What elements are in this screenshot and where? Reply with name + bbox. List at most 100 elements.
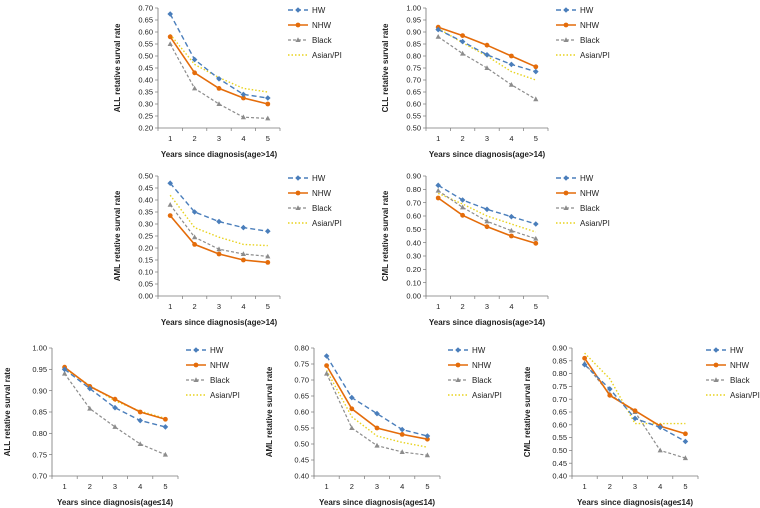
x-tick-label: 1 bbox=[63, 482, 67, 491]
data-point-hw bbox=[484, 52, 490, 58]
data-point-nhw bbox=[484, 42, 490, 48]
y-axis-title: CML retative surval rate bbox=[381, 190, 390, 281]
y-axis-title: AML retative surval rate bbox=[265, 366, 274, 457]
legend-label: Asian/PI bbox=[210, 391, 240, 400]
y-tick-label: 0.70 bbox=[294, 376, 309, 385]
data-point-hw bbox=[162, 424, 169, 430]
y-tick-label: 0.25 bbox=[138, 232, 153, 241]
legend-marker bbox=[455, 362, 461, 368]
y-tick-label: 0.45 bbox=[294, 456, 309, 465]
data-point-hw bbox=[657, 424, 663, 431]
legend-marker bbox=[563, 175, 569, 181]
x-tick-label: 4 bbox=[658, 482, 662, 491]
legend-label: Black bbox=[472, 376, 493, 385]
series-line-hw bbox=[437, 28, 536, 73]
x-tick-label: 3 bbox=[485, 134, 489, 143]
legend-label: NHW bbox=[472, 361, 492, 370]
data-point-black bbox=[399, 449, 405, 454]
data-point-hw bbox=[632, 415, 638, 422]
legend-marker bbox=[295, 190, 301, 196]
y-tick-label: 0.95 bbox=[406, 16, 421, 25]
y-tick-label: 0.20 bbox=[406, 265, 421, 274]
data-point-black bbox=[435, 34, 441, 39]
y-tick-label: 0.80 bbox=[32, 429, 47, 438]
data-point-nhw bbox=[241, 95, 246, 101]
data-point-nhw bbox=[265, 101, 271, 107]
data-point-black bbox=[137, 441, 143, 446]
data-point-nhw bbox=[192, 242, 197, 247]
data-point-nhw bbox=[167, 34, 173, 40]
x-tick-label: 1 bbox=[436, 134, 440, 143]
data-point-nhw bbox=[533, 240, 539, 246]
data-point-hw bbox=[167, 11, 173, 17]
data-point-hw bbox=[508, 213, 515, 220]
x-tick-label: 5 bbox=[266, 134, 270, 143]
legend-label: NHW bbox=[730, 361, 750, 370]
y-tick-label: 0.50 bbox=[406, 124, 421, 133]
y-tick-label: 0.50 bbox=[138, 172, 153, 181]
y-tick-label: 0.80 bbox=[294, 344, 309, 353]
x-tick-label: 3 bbox=[217, 302, 221, 311]
data-point-black bbox=[657, 447, 663, 453]
y-tick-label: 0.75 bbox=[406, 64, 421, 73]
data-point-nhw bbox=[265, 260, 271, 265]
x-tick-label: 5 bbox=[266, 302, 270, 311]
x-tick-label: 3 bbox=[375, 482, 379, 491]
x-tick-label: 1 bbox=[436, 302, 440, 311]
data-point-nhw bbox=[374, 425, 380, 431]
legend-marker bbox=[455, 377, 461, 382]
y-tick-label: 0.65 bbox=[138, 16, 153, 25]
data-point-hw bbox=[607, 386, 613, 392]
x-tick-label: 4 bbox=[138, 482, 142, 491]
x-tick-label: 2 bbox=[88, 482, 92, 491]
series-line-asianpi bbox=[64, 367, 166, 420]
data-point-nhw bbox=[163, 416, 168, 422]
data-point-hw bbox=[459, 38, 466, 45]
legend-label: NHW bbox=[580, 189, 600, 198]
y-tick-label: 0.70 bbox=[32, 472, 47, 481]
x-axis-title: Years since diagnosis(age≤14) bbox=[577, 498, 693, 507]
y-tick-label: 0.70 bbox=[406, 198, 421, 207]
x-tick-label: 3 bbox=[485, 302, 489, 311]
chart-cll-adult: 0.50 0.55 0.60 0.65 0.70 0.75 0.80 0.85 0.90 0.95… bbox=[381, 4, 610, 159]
data-point-nhw bbox=[509, 53, 514, 59]
data-point-black bbox=[216, 246, 222, 252]
x-axis-title: Years since diagnosis(age>14) bbox=[429, 318, 546, 327]
y-tick-label: 0.50 bbox=[138, 52, 153, 61]
y-tick-label: 0.90 bbox=[406, 28, 421, 37]
data-point-black bbox=[167, 41, 173, 46]
x-axis-title: Years since diagnosis(age>14) bbox=[161, 150, 278, 159]
y-tick-label: 0.80 bbox=[406, 52, 421, 61]
legend-marker bbox=[563, 205, 569, 210]
legend-label: Black bbox=[580, 204, 601, 213]
x-tick-label: 2 bbox=[350, 482, 354, 491]
data-point-nhw bbox=[324, 363, 329, 368]
data-point-hw bbox=[533, 68, 539, 75]
y-tick-label: 0.60 bbox=[406, 212, 421, 221]
y-tick-label: 0.35 bbox=[138, 88, 153, 97]
x-tick-label: 1 bbox=[168, 302, 172, 311]
y-tick-label: 0.40 bbox=[138, 196, 153, 205]
data-point-hw bbox=[216, 218, 222, 225]
y-tick-label: 0.60 bbox=[294, 408, 309, 417]
data-point-black bbox=[533, 235, 539, 241]
data-point-nhw bbox=[349, 406, 355, 412]
y-tick-label: 0.45 bbox=[552, 459, 567, 468]
chart-all-adult: 0.20 0.25 0.30 0.35 0.40 0.45 0.50 0.55 0.60 0.65… bbox=[113, 4, 342, 159]
data-point-hw bbox=[137, 417, 143, 424]
data-point-black bbox=[424, 452, 430, 458]
data-point-hw bbox=[112, 404, 118, 411]
legend-marker bbox=[713, 347, 719, 353]
chart-aml-adult: 0.00 0.05 0.10 0.15 0.20 0.25 0.30 0.35 0.40 0.45… bbox=[113, 172, 342, 327]
y-tick-label: 0.40 bbox=[552, 472, 567, 481]
data-point-hw bbox=[191, 209, 198, 215]
data-point-black bbox=[324, 370, 330, 376]
data-point-nhw bbox=[425, 436, 430, 442]
series-line-hw bbox=[169, 182, 268, 232]
data-point-black bbox=[112, 424, 118, 429]
x-tick-label: 2 bbox=[608, 482, 612, 491]
legend-label: Black bbox=[730, 376, 751, 385]
legend-marker bbox=[455, 347, 461, 353]
data-point-hw bbox=[374, 410, 380, 417]
